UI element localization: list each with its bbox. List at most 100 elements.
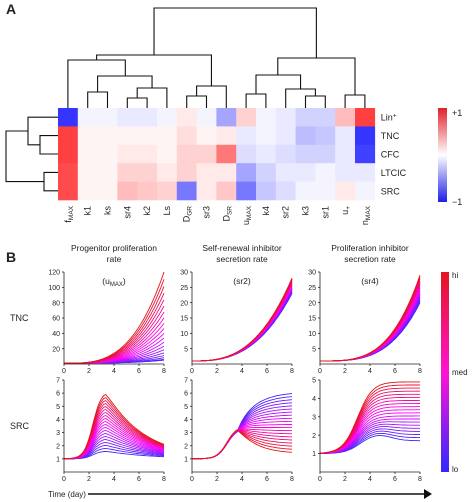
x-tick-label: 8 xyxy=(162,368,166,375)
dendrograms xyxy=(5,7,366,192)
heatmap-cell xyxy=(176,163,197,182)
line-panel-TNC-sr2: 5 10 15 20 25 30 0 2 4 6 8 xyxy=(180,270,294,375)
y-tick-label: 120 xyxy=(48,270,60,277)
dendrogram-branch xyxy=(27,116,58,146)
x-tick-label: 2 xyxy=(215,368,219,375)
line-panel-SRC-sr4: 1 2 3 4 5 0 2 4 6 8 xyxy=(312,378,422,483)
x-tick-label: 8 xyxy=(290,368,294,375)
series-line xyxy=(63,394,165,460)
heatmap-cell xyxy=(137,144,158,164)
heatmap-colorbar-gradient xyxy=(438,108,447,202)
svg-text:secretion rate: secretion rate xyxy=(344,254,396,264)
heatmap-column-label: sr2 xyxy=(281,206,291,219)
y-tick-label: 6 xyxy=(184,391,188,398)
heatmap-row-label: TNC xyxy=(381,131,400,141)
dendrogram-branch xyxy=(67,59,126,108)
heatmap-column-label: DGR xyxy=(182,206,194,223)
panel-a-label: A xyxy=(6,1,16,17)
svg-text:DGR: DGR xyxy=(182,206,194,223)
dendrogram-branch xyxy=(344,94,366,108)
series-line xyxy=(320,298,421,362)
y-tick-label: 5 xyxy=(312,378,316,385)
heatmap-cell xyxy=(315,181,336,201)
series-line xyxy=(320,415,420,454)
heatmap-cell xyxy=(256,144,277,164)
heatmap-cell xyxy=(157,108,178,127)
svg-text:k1: k1 xyxy=(83,206,93,216)
heatmap-cell xyxy=(295,108,316,127)
heatmap-cell xyxy=(256,163,277,182)
line-colorbar-hi: hi xyxy=(452,271,458,280)
heatmap-cell xyxy=(295,126,316,146)
heatmap-cell xyxy=(117,163,138,182)
dendrogram-branch xyxy=(255,74,302,94)
heatmap-cell xyxy=(117,144,138,164)
svg-text:(uMAX): (uMAX) xyxy=(102,276,126,288)
heatmap-cell xyxy=(256,108,277,127)
heatmap-column-label: u+ xyxy=(340,206,352,215)
heatmap-cell xyxy=(295,181,316,201)
series-line xyxy=(320,274,421,362)
series-line xyxy=(192,420,292,460)
heatmap-cell xyxy=(236,108,257,127)
heatmap-cell xyxy=(236,181,257,201)
heatmap-column-label: fMAX xyxy=(63,205,75,222)
heatmap-cell xyxy=(77,108,98,127)
series-line xyxy=(320,423,420,454)
series-line xyxy=(320,296,421,362)
y-tick-label: 1 xyxy=(184,456,188,463)
heatmap-cell xyxy=(216,163,237,182)
heatmap-cell xyxy=(355,163,376,182)
heatmap-colorbar: +1 −1 xyxy=(438,108,462,207)
heatmap-cell xyxy=(77,144,98,164)
dendrogram-branch xyxy=(186,95,208,108)
svg-text:DSR: DSR xyxy=(221,206,233,222)
heatmap-cell xyxy=(236,144,257,164)
heatmap-cell xyxy=(196,163,217,182)
heatmap-cell xyxy=(77,163,98,182)
series-line xyxy=(320,295,421,362)
svg-text:sr1: sr1 xyxy=(320,206,330,219)
heatmap-cell xyxy=(137,108,158,127)
dendrogram-branch xyxy=(153,7,317,58)
y-tick-label: 3 xyxy=(312,414,316,421)
svg-text:Progenitor proliferation: Progenitor proliferation xyxy=(71,243,157,253)
y-tick-label: 20 xyxy=(308,300,316,307)
dendrogram-branch xyxy=(39,135,58,155)
y-tick-label: 100 xyxy=(48,285,60,292)
heatmap-row-label: Lin+ xyxy=(381,113,397,123)
x-tick-label: 0 xyxy=(62,476,66,483)
heatmap-cell xyxy=(196,108,217,127)
svg-text:uMAX: uMAX xyxy=(241,205,253,225)
series-line xyxy=(319,381,420,454)
heatmap-cell xyxy=(315,126,336,146)
heatmap-cell xyxy=(117,108,138,127)
heatmap-cell xyxy=(157,144,178,164)
y-tick-label: 5 xyxy=(184,346,188,353)
line-panel-SRC-sr2: 1 2 3 4 5 6 7 0 2 4 6 8 xyxy=(184,378,294,483)
line-colorbar: hi med lo xyxy=(441,271,468,474)
svg-text:u+: u+ xyxy=(340,206,352,215)
panel-b-label: B xyxy=(6,249,16,265)
heatmap-cell xyxy=(176,144,197,164)
svg-text:(sr2): (sr2) xyxy=(233,276,251,286)
heatmap-column-label: DSR xyxy=(221,206,233,222)
x-tick-label: 6 xyxy=(393,368,397,375)
y-tick-label: 25 xyxy=(308,285,316,292)
heatmap-cell xyxy=(236,163,257,182)
heatmap-cell xyxy=(58,144,79,164)
svg-text:Self-renewal inhibitor: Self-renewal inhibitor xyxy=(202,243,282,253)
heatmap-cell xyxy=(117,126,138,146)
heatmap-cell xyxy=(315,163,336,182)
y-tick-label: 20 xyxy=(52,346,60,353)
x-tick-label: 6 xyxy=(393,476,397,483)
heatmap-cell xyxy=(275,144,296,164)
heatmap-cell xyxy=(196,144,217,164)
y-tick-label: 5 xyxy=(56,404,60,411)
heatmap-cell xyxy=(97,108,118,127)
x-tick-label: 4 xyxy=(240,368,244,375)
dendrogram-branch xyxy=(126,97,148,108)
